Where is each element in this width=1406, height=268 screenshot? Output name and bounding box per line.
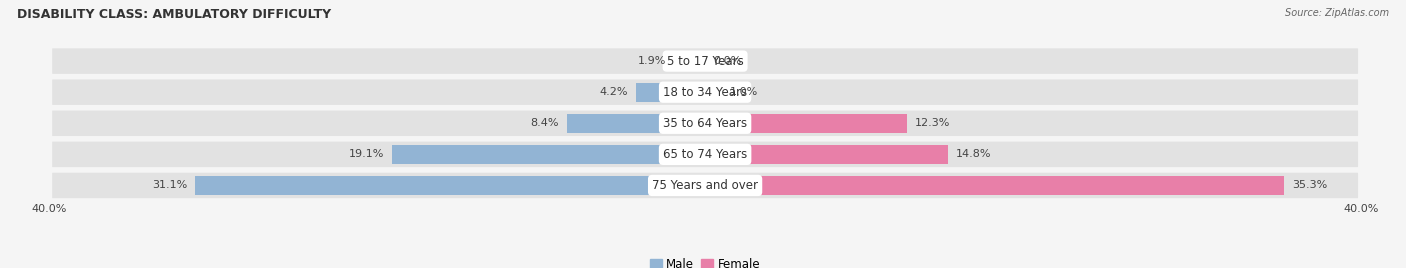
Text: 65 to 74 Years: 65 to 74 Years bbox=[664, 148, 747, 161]
Text: 18 to 34 Years: 18 to 34 Years bbox=[664, 86, 747, 99]
Text: 5 to 17 Years: 5 to 17 Years bbox=[666, 55, 744, 68]
FancyBboxPatch shape bbox=[52, 173, 1358, 198]
Bar bbox=[673, 51, 706, 71]
FancyBboxPatch shape bbox=[52, 110, 1358, 136]
Text: 0.0%: 0.0% bbox=[713, 56, 741, 66]
Text: 4.2%: 4.2% bbox=[599, 87, 628, 97]
Text: 12.3%: 12.3% bbox=[915, 118, 950, 128]
FancyBboxPatch shape bbox=[52, 142, 1358, 167]
FancyBboxPatch shape bbox=[52, 48, 1358, 74]
Bar bbox=[706, 176, 1284, 195]
Text: 35 to 64 Years: 35 to 64 Years bbox=[664, 117, 747, 130]
Text: 31.1%: 31.1% bbox=[152, 180, 187, 191]
Bar bbox=[706, 83, 721, 102]
Text: DISABILITY CLASS: AMBULATORY DIFFICULTY: DISABILITY CLASS: AMBULATORY DIFFICULTY bbox=[17, 8, 330, 21]
Bar bbox=[392, 145, 706, 164]
Bar bbox=[706, 114, 907, 133]
FancyBboxPatch shape bbox=[52, 79, 1358, 105]
Legend: Male, Female: Male, Female bbox=[645, 254, 765, 268]
Text: 1.0%: 1.0% bbox=[730, 87, 758, 97]
Bar bbox=[637, 83, 706, 102]
Text: 8.4%: 8.4% bbox=[530, 118, 560, 128]
Text: 35.3%: 35.3% bbox=[1292, 180, 1327, 191]
Text: Source: ZipAtlas.com: Source: ZipAtlas.com bbox=[1285, 8, 1389, 18]
Text: 1.9%: 1.9% bbox=[637, 56, 666, 66]
Text: 14.8%: 14.8% bbox=[956, 149, 991, 159]
Bar bbox=[195, 176, 706, 195]
Text: 75 Years and over: 75 Years and over bbox=[652, 179, 758, 192]
Bar bbox=[706, 145, 948, 164]
Bar bbox=[568, 114, 706, 133]
Text: 19.1%: 19.1% bbox=[349, 149, 384, 159]
